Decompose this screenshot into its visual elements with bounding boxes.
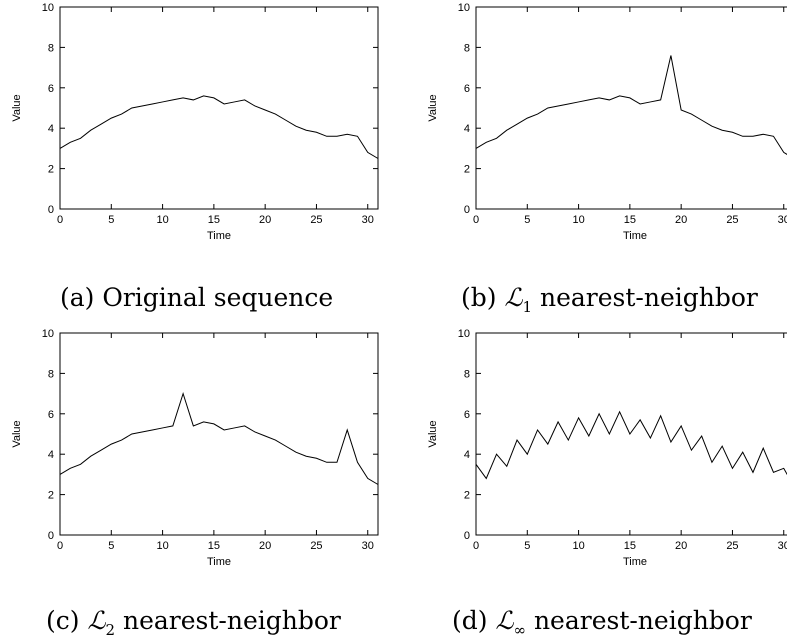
caption-c: (c) ℒ2 nearest-neighbor [46, 606, 341, 639]
chart-b-ylabel: Value [427, 94, 439, 121]
chart-c-ytick-label-1: 2 [48, 490, 54, 502]
chart-d-ytick-label-4: 8 [464, 368, 470, 380]
chart-b-xtick-label-2: 10 [572, 214, 584, 226]
caption-c-subscript: 2 [105, 621, 116, 639]
chart-c: 0 5 10 15 20 25 30 0 2 4 6 8 10 Time Value [11, 328, 379, 568]
caption-d-subscript: ∞ [513, 621, 526, 639]
chart-d-ytick-label-0: 0 [464, 530, 470, 542]
chart-c-xtick-label-3: 15 [208, 540, 220, 552]
caption-d-suffix: nearest-neighbor [533, 606, 752, 635]
chart-d-ytick-label-1: 2 [464, 490, 470, 502]
chart-d-frame [475, 332, 787, 536]
caption-a-prefix: (a) Original sequence [60, 283, 334, 312]
chart-d-xtick-label-3: 15 [624, 540, 636, 552]
chart-c-ylabel: Value [11, 420, 23, 447]
chart-b-series-line [475, 55, 787, 155]
chart-d-xtick-label-2: 10 [572, 540, 584, 552]
chart-d-xtick-label-0: 0 [473, 540, 479, 552]
chart-c-xlabel: Time [207, 556, 231, 568]
chart-a-xtick-label-6: 30 [362, 214, 374, 226]
caption-c-symbol: ℒ [87, 606, 106, 635]
chart-b-frame [475, 6, 787, 210]
chart-d-ytick-label-2: 4 [464, 449, 470, 461]
chart-a-xlabel: Time [207, 230, 231, 242]
chart-c-ytick-label-3: 6 [48, 409, 54, 421]
chart-c-xtick-label-1: 5 [108, 540, 114, 552]
chart-c-ytick-label-5: 10 [42, 328, 54, 340]
chart-c-xtick-label-0: 0 [57, 540, 63, 552]
caption-c-prefix: (c) [46, 606, 80, 635]
chart-a-xtick-label-2: 10 [156, 214, 168, 226]
chart-c-ytick-label-2: 4 [48, 449, 54, 461]
chart-d-ylabel: Value [427, 420, 439, 447]
caption-b-suffix: nearest-neighbor [539, 283, 758, 312]
chart-c-frame [59, 332, 379, 536]
caption-d: (d) ℒ∞ nearest-neighbor [452, 606, 752, 639]
chart-b-ytick-label-3: 6 [464, 83, 470, 95]
caption-d-prefix: (d) [452, 606, 488, 635]
chart-b-xtick-label-1: 5 [524, 214, 530, 226]
chart-a-ylabel: Value [11, 94, 23, 121]
caption-a: (a) Original sequence [60, 283, 333, 312]
chart-a-ytick-label-0: 0 [48, 204, 54, 216]
chart-b-ytick-label-1: 2 [464, 164, 470, 176]
chart-a-ytick-label-1: 2 [48, 164, 54, 176]
chart-a-ytick-label-2: 4 [48, 123, 54, 135]
chart-d-series-line [475, 410, 787, 480]
chart-a-ytick-label-5: 10 [42, 2, 54, 14]
chart-b-xlabel: Time [623, 230, 647, 242]
chart-d-xtick-label-6: 30 [778, 540, 787, 552]
caption-d-symbol: ℒ [495, 606, 514, 635]
chart-b: 0 5 10 15 20 25 30 0 2 4 6 8 10 Time Value [427, 2, 787, 242]
chart-a-xtick-label-1: 5 [108, 214, 114, 226]
chart-d-xlabel: Time [623, 556, 647, 568]
chart-d-xtick-label-1: 5 [524, 540, 530, 552]
chart-a: 0 5 10 15 20 25 30 0 2 4 6 8 10 Time Value [11, 2, 379, 242]
chart-a-ytick-label-4: 8 [48, 42, 54, 54]
chart-d-ytick-label-5: 10 [458, 328, 470, 340]
chart-a-xtick-label-3: 15 [208, 214, 220, 226]
chart-d-xtick-label-5: 25 [726, 540, 738, 552]
chart-b-xtick-label-5: 25 [726, 214, 738, 226]
chart-d: 0 5 10 15 20 25 30 0 2 4 6 8 10 Time Value [427, 328, 787, 568]
chart-a-series-line [59, 95, 379, 159]
chart-a-xtick-label-0: 0 [57, 214, 63, 226]
chart-d-xtick-label-4: 20 [675, 540, 687, 552]
chart-a-xtick-label-5: 25 [310, 214, 322, 226]
caption-c-suffix: nearest-neighbor [122, 606, 341, 635]
caption-b-prefix: (b) [461, 283, 497, 312]
chart-a-ytick-label-3: 6 [48, 83, 54, 95]
caption-b: (b) ℒ1 nearest-neighbor [461, 283, 758, 316]
chart-b-ytick-label-0: 0 [464, 204, 470, 216]
chart-c-xtick-label-5: 25 [310, 540, 322, 552]
caption-b-subscript: 1 [522, 298, 533, 316]
chart-b-ytick-label-4: 8 [464, 42, 470, 54]
chart-b-xtick-label-0: 0 [473, 214, 479, 226]
chart-b-xtick-label-4: 20 [675, 214, 687, 226]
chart-a-frame [59, 6, 379, 210]
chart-b-ytick-label-2: 4 [464, 123, 470, 135]
chart-b-xtick-label-3: 15 [624, 214, 636, 226]
chart-c-series-line [59, 391, 379, 485]
chart-c-ytick-label-0: 0 [48, 530, 54, 542]
chart-d-ytick-label-3: 6 [464, 409, 470, 421]
chart-a-xtick-label-4: 20 [259, 214, 271, 226]
chart-c-ytick-label-4: 8 [48, 368, 54, 380]
chart-c-xtick-label-6: 30 [362, 540, 374, 552]
chart-b-xtick-label-6: 30 [778, 214, 787, 226]
chart-b-ytick-label-5: 10 [458, 2, 470, 14]
caption-b-symbol: ℒ [504, 283, 523, 312]
chart-c-xtick-label-4: 20 [259, 540, 271, 552]
chart-c-xtick-label-2: 10 [156, 540, 168, 552]
